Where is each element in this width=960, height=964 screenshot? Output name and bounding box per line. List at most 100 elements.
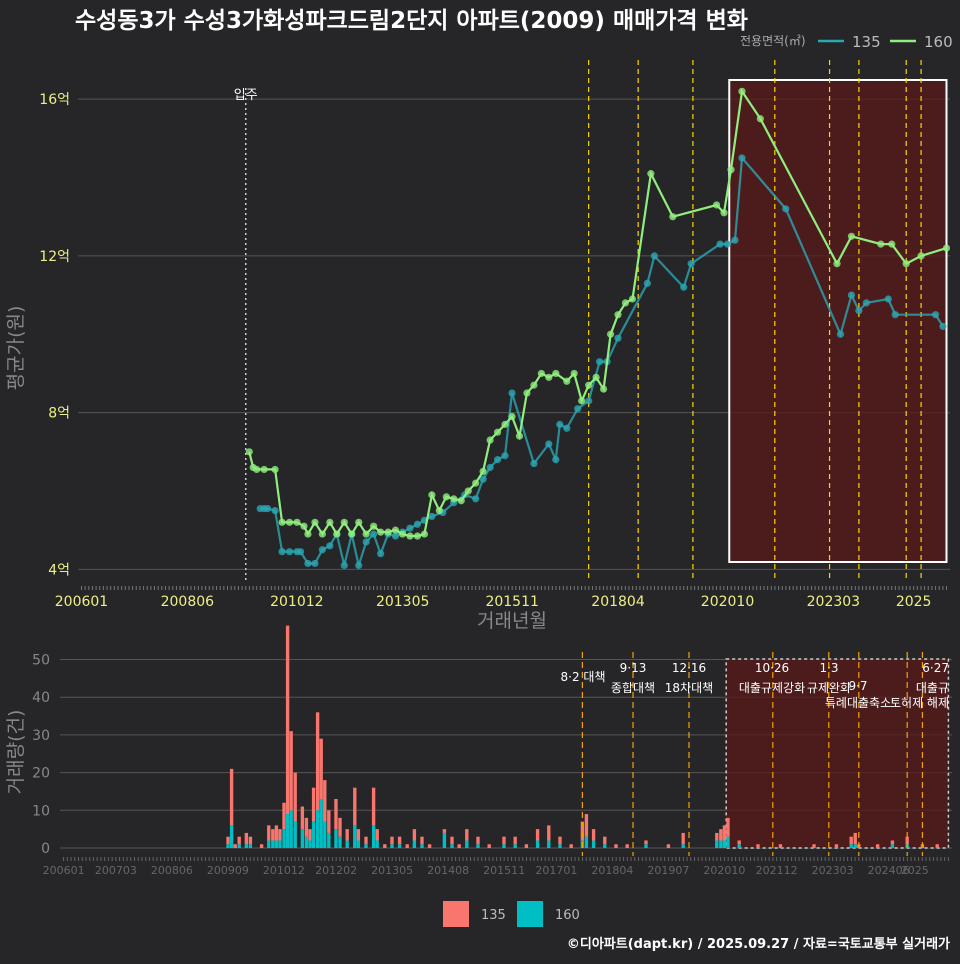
data-point-160 xyxy=(420,530,429,538)
bottom-legend-label-135: 135 xyxy=(481,908,506,923)
volume-bar-160 xyxy=(450,844,454,848)
data-point-160 xyxy=(340,518,348,526)
data-point-160 xyxy=(362,530,370,538)
volume-bar-135 xyxy=(405,844,409,848)
chart-title: 수성동3가 수성3가화성파크드림2단지 아파트(2009) 매매가격 변화 xyxy=(75,8,748,34)
volume-bar-135 xyxy=(849,836,853,845)
data-point-160 xyxy=(585,381,593,389)
volume-bar-135 xyxy=(319,738,323,799)
data-point-160 xyxy=(348,530,356,538)
volume-bar-135 xyxy=(457,844,461,848)
volume-bar-160 xyxy=(278,840,282,848)
volume-bar-135 xyxy=(756,844,760,848)
data-point-160 xyxy=(293,518,301,526)
volume-bar-160 xyxy=(319,799,323,848)
data-point-160 xyxy=(530,381,538,389)
volume-bar-160 xyxy=(890,844,895,848)
data-point-135 xyxy=(377,550,385,558)
volume-axes: 0 10 20 30 40 50 200601 200703 200806 200909 20101… xyxy=(32,653,949,877)
volume-bar-135 xyxy=(427,844,432,848)
volume-bar-160 xyxy=(681,844,685,848)
volume-x-tick-label: 201804 xyxy=(591,864,633,877)
price-x-tick-label: 2025 xyxy=(896,594,932,610)
volume-bar-160 xyxy=(715,840,719,848)
volume-bar-135 xyxy=(412,829,417,841)
data-point-135 xyxy=(271,506,279,515)
bottom-legend: 135 160 xyxy=(443,901,580,927)
data-point-160 xyxy=(537,369,545,378)
data-point-160 xyxy=(370,522,378,530)
volume-bar-160 xyxy=(244,844,249,848)
data-point-160 xyxy=(384,528,392,536)
volume-bar-135 xyxy=(726,817,730,837)
volume-bar-135 xyxy=(237,836,241,845)
data-point-160 xyxy=(435,506,443,515)
volume-bar-135 xyxy=(524,844,529,848)
volume-bar-135 xyxy=(274,825,279,841)
volume-x-tick-label: 201907 xyxy=(647,864,689,877)
volume-bar-135 xyxy=(304,817,309,837)
volume-x-tick-label: 201511 xyxy=(483,864,525,877)
volume-x-tick-label: 2025 xyxy=(901,864,929,877)
data-point-160 xyxy=(493,428,502,436)
volume-x-tick-label: 201701 xyxy=(535,864,577,877)
data-point-160 xyxy=(877,240,885,248)
price-y-axis-label: 평균가(원) xyxy=(5,306,27,391)
top-legend: 전용면적(㎡) 135 160 xyxy=(740,33,953,51)
data-point-135 xyxy=(278,548,286,556)
volume-bar-135 xyxy=(681,832,685,845)
data-point-135 xyxy=(493,456,502,464)
data-point-160 xyxy=(833,260,841,268)
volume-bar-160 xyxy=(853,844,857,848)
data-point-135 xyxy=(782,205,790,213)
data-point-160 xyxy=(917,252,925,260)
data-point-160 xyxy=(406,532,414,540)
volume-bar-135 xyxy=(278,829,282,841)
data-point-135 xyxy=(304,559,312,568)
volume-bar-135 xyxy=(853,832,857,845)
policy-name-label: 토허제 해제 xyxy=(890,696,949,710)
data-point-135 xyxy=(596,358,604,366)
price-x-tick-label: 201511 xyxy=(485,594,538,610)
volume-bar-160 xyxy=(304,836,309,848)
volume-bar-160 xyxy=(353,825,357,848)
volume-bar-160 xyxy=(371,825,376,848)
volume-highlight-region xyxy=(725,658,950,849)
volume-x-tick-label: 201408 xyxy=(427,864,469,877)
volume-bar-135 xyxy=(569,844,573,848)
volume-bar-160 xyxy=(315,810,320,848)
volume-bar-135 xyxy=(547,825,551,841)
data-point-160 xyxy=(472,479,480,487)
volume-bar-160 xyxy=(308,840,312,848)
volume-bar-160 xyxy=(248,844,253,848)
volume-bar-160 xyxy=(591,840,596,848)
price-x-tick-label: 202303 xyxy=(807,594,860,610)
data-point-135 xyxy=(406,524,414,532)
data-point-135 xyxy=(650,252,658,260)
data-point-135 xyxy=(680,283,688,291)
data-point-160 xyxy=(720,209,728,217)
data-point-160 xyxy=(902,260,910,268)
price-x-axis-label: 거래년월 xyxy=(477,610,547,632)
data-point-135 xyxy=(574,405,582,413)
data-point-160 xyxy=(669,213,677,221)
volume-bar-135 xyxy=(487,844,491,848)
volume-y-tick-label: 0 xyxy=(41,841,50,857)
volume-bar-135 xyxy=(450,836,454,845)
price-series xyxy=(245,87,951,570)
volume-bar-135 xyxy=(371,787,376,826)
data-point-160 xyxy=(311,518,319,526)
data-point-160 xyxy=(552,369,560,378)
volume-bar-135 xyxy=(476,836,480,845)
data-point-160 xyxy=(271,465,279,474)
volume-bar-160 xyxy=(603,844,607,848)
price-x-tick-label: 201305 xyxy=(376,594,429,610)
volume-bar-160 xyxy=(849,844,853,848)
volume-bar-135 xyxy=(229,768,234,826)
data-point-160 xyxy=(515,432,524,440)
volume-bar-160 xyxy=(229,825,234,848)
volume-bar-160 xyxy=(274,840,279,848)
price-x-tick-label: 201804 xyxy=(591,594,645,610)
data-point-135 xyxy=(472,495,480,503)
